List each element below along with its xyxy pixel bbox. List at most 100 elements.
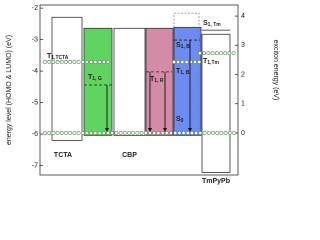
layer <box>145 27 174 136</box>
level-dot <box>176 60 181 64</box>
level-dot <box>97 131 102 135</box>
state-subscript: 1, G <box>92 76 102 82</box>
level-dot <box>131 131 136 135</box>
level-dot <box>172 60 176 64</box>
state-subscript: 0 <box>181 118 184 124</box>
level-dot <box>80 60 85 64</box>
right-tick-label: 3 <box>241 42 245 49</box>
state-label: S1, Tm <box>203 20 221 28</box>
layer-name: TCTA <box>54 152 72 159</box>
level-dot <box>160 131 165 135</box>
layer <box>201 33 231 173</box>
level-dot <box>76 131 81 135</box>
level-dot <box>97 60 102 64</box>
level-dot <box>198 131 203 135</box>
level-dot <box>55 60 60 64</box>
state-subscript: 1, Tm <box>208 22 222 28</box>
level-dot <box>194 131 199 135</box>
level-dot <box>184 60 189 64</box>
level-dot <box>202 51 207 56</box>
dashed-level <box>173 12 200 136</box>
level-dot <box>139 131 144 135</box>
level-dot <box>51 131 56 135</box>
level-dot <box>47 131 52 135</box>
level-dot <box>211 131 215 135</box>
level-dot <box>227 51 232 56</box>
level-dot <box>89 60 94 64</box>
level-dot <box>190 131 194 135</box>
level-dot <box>80 131 85 135</box>
state-symbol: S <box>176 42 181 49</box>
state-label: T1, G <box>88 74 102 82</box>
level-dot <box>89 131 94 135</box>
level-dot <box>185 131 190 135</box>
state-symbol: S <box>203 20 208 27</box>
level-dot <box>232 131 236 135</box>
state-level <box>172 60 202 64</box>
left-tick-label: -6 <box>32 131 38 138</box>
state-subscript: 1, B <box>180 70 190 76</box>
level-dot <box>169 131 173 135</box>
level-dot <box>180 60 185 64</box>
level-dot <box>47 60 52 64</box>
state-symbol: T <box>47 53 52 60</box>
diagram: energy level (HOMO & LUMO) (eV) exciton … <box>6 4 279 185</box>
level-dot <box>219 131 224 135</box>
level-dot <box>193 60 197 64</box>
level-dot <box>55 131 60 135</box>
level-dot <box>72 60 77 64</box>
level-dot <box>72 131 77 135</box>
state-level <box>43 60 110 64</box>
level-dot <box>106 131 110 135</box>
left-tick-label: -4 <box>32 68 38 75</box>
state-label: T1,TCTA <box>47 53 69 61</box>
level-dot <box>197 60 202 64</box>
arrow-head <box>163 127 167 132</box>
frame <box>39 4 239 176</box>
left-tick-label: -2 <box>32 5 38 12</box>
arrow-head <box>188 127 192 132</box>
right-tick-label: 2 <box>241 71 245 78</box>
level-dot <box>68 60 73 64</box>
state-symbol: T <box>88 74 93 81</box>
state-symbol: T <box>176 68 181 75</box>
layer-name: CBP <box>122 152 137 159</box>
level-dot <box>143 131 148 135</box>
level-dot <box>101 131 106 135</box>
state-subscript: 1,Tm <box>207 61 219 67</box>
level-dot <box>164 131 169 135</box>
left-axis-title: energy level (HOMO & LUMO) (eV) <box>6 35 13 145</box>
right-axis-title: exciton energy (eV) <box>272 40 279 101</box>
level-dot <box>127 131 131 135</box>
level-dot <box>59 131 64 135</box>
level-dot <box>118 131 123 135</box>
state-subscript: 1,TCTA <box>51 55 69 61</box>
level-dot <box>101 60 106 64</box>
state-symbol: T <box>150 76 155 83</box>
arrow-head <box>148 127 152 132</box>
level-dot <box>219 51 223 56</box>
level-dot <box>181 131 186 135</box>
level-dot <box>43 60 47 64</box>
level-dot <box>231 51 236 56</box>
right-tick-label: 0 <box>241 130 245 137</box>
state-subscript: 1, B <box>181 44 191 50</box>
level-dot <box>206 51 211 56</box>
level-dot <box>135 131 140 135</box>
state-label: T1, R <box>150 76 164 84</box>
state-label: S1, B <box>176 42 190 50</box>
level-dot <box>227 131 232 135</box>
state-subscript: 1, R <box>154 78 164 84</box>
level-dot <box>223 131 228 135</box>
level-dot <box>64 131 68 135</box>
level-dot <box>210 51 215 56</box>
state-symbol: S <box>176 116 181 123</box>
left-tick-label: -5 <box>32 99 38 106</box>
left-tick-label: -3 <box>32 36 38 43</box>
level-dot <box>76 60 81 64</box>
level-dot <box>85 60 89 64</box>
level-dot <box>114 131 119 135</box>
level-dot <box>173 131 178 135</box>
level-dot <box>93 60 98 64</box>
level-dot <box>85 131 89 135</box>
